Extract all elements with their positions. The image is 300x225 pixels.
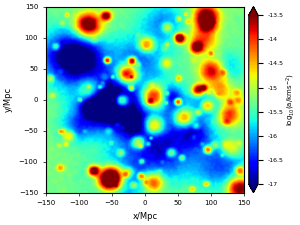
X-axis label: x/Mpc: x/Mpc xyxy=(133,212,158,221)
PathPatch shape xyxy=(249,184,258,193)
Y-axis label: y/Mpc: y/Mpc xyxy=(4,87,13,112)
Y-axis label: log$_{10}$(a/kms$^{-2}$): log$_{10}$(a/kms$^{-2}$) xyxy=(285,73,297,126)
PathPatch shape xyxy=(249,7,258,15)
